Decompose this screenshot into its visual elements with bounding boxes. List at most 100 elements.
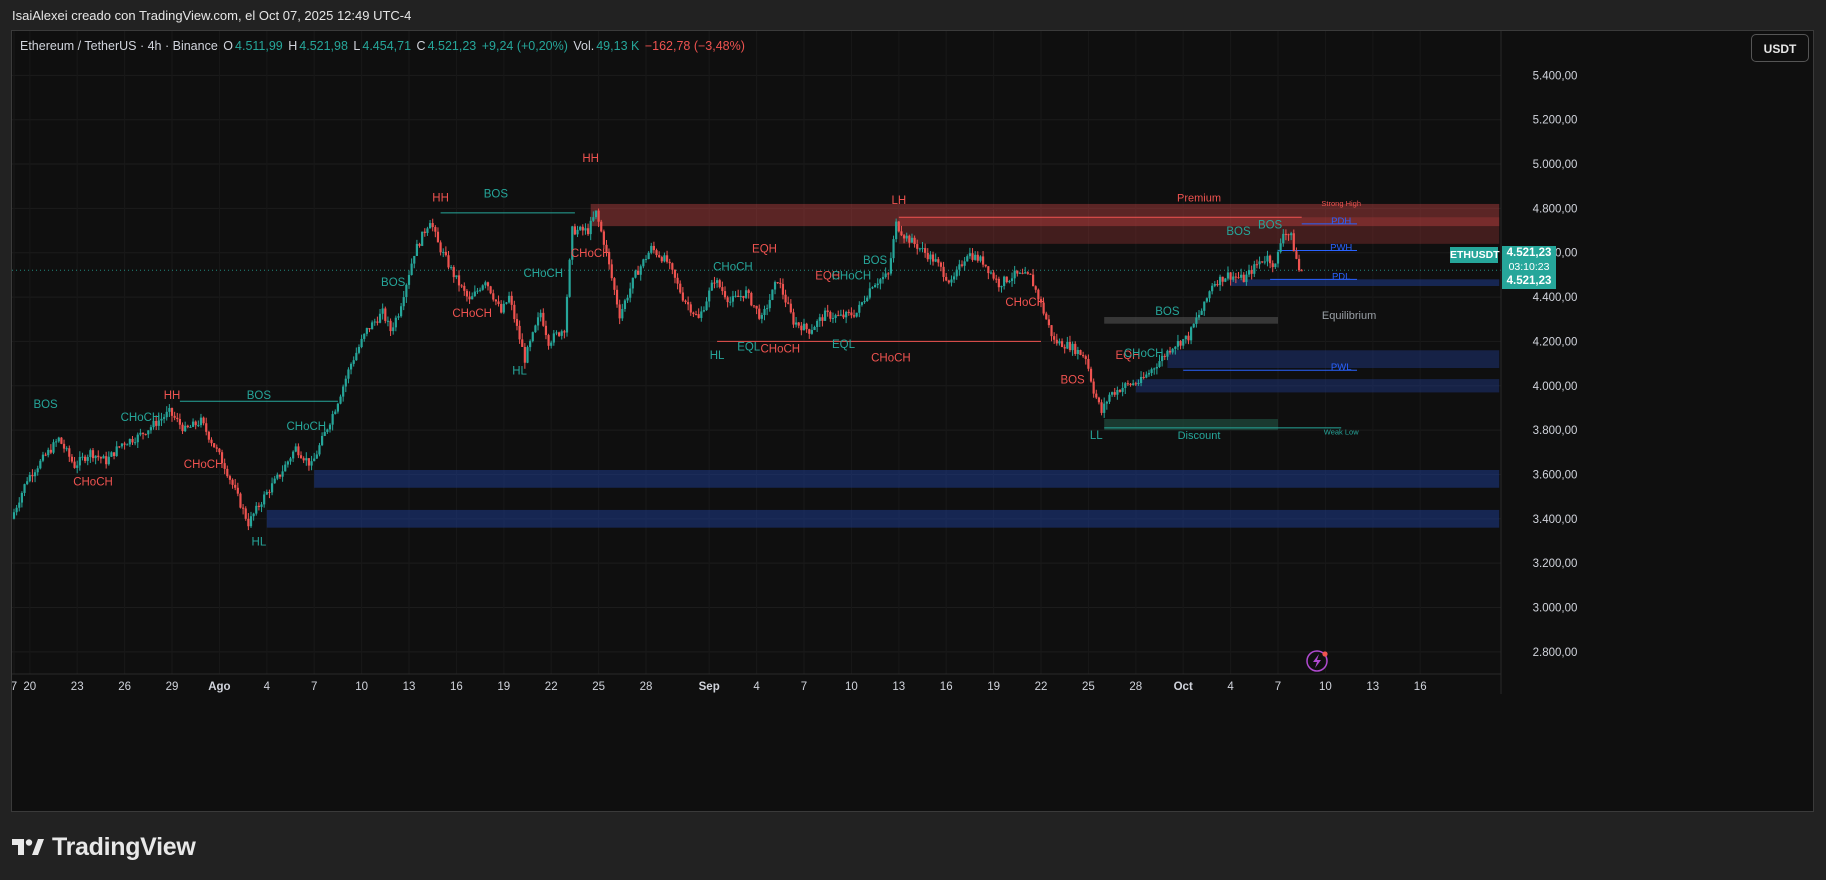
candle-body [252, 513, 255, 517]
candle-body [91, 450, 95, 459]
candle-body [652, 245, 655, 251]
candle-body [642, 259, 645, 267]
candle-body [413, 255, 416, 264]
candle-body [737, 295, 740, 297]
symbol-name[interactable]: Ethereum / TetherUS · 4h · Binance [20, 39, 218, 53]
candle-body [1234, 276, 1237, 278]
structure-label: CHoCH [1005, 297, 1045, 309]
candle-body [729, 301, 732, 303]
currency-button[interactable]: USDT [1751, 34, 1809, 62]
structure-label: CHoCH [286, 421, 326, 433]
candle-body [1137, 383, 1140, 385]
candle-body [1082, 354, 1085, 357]
candle-body [1211, 285, 1214, 292]
candle-body [1063, 347, 1066, 349]
candle-body [297, 446, 300, 456]
candle-body [384, 308, 387, 321]
candle-body [597, 210, 600, 222]
candle-body [787, 302, 790, 304]
zone-label: Weak Low [1324, 428, 1359, 437]
candle-body [141, 432, 145, 434]
candle-body [60, 437, 63, 444]
candle-body [1261, 261, 1264, 263]
structure-label: CHoCH [184, 459, 224, 471]
candle-body [105, 456, 108, 465]
candle-body [26, 481, 29, 485]
candle-body [389, 320, 392, 332]
candle-body [149, 427, 153, 431]
candle-body [286, 461, 289, 465]
y-tick-label: 5.200,00 [1533, 115, 1578, 127]
candle-body [1050, 325, 1053, 337]
candle-body [829, 312, 832, 319]
candle-body [23, 484, 26, 493]
candle-body [600, 221, 603, 232]
candle-body [394, 317, 397, 328]
candle-body [1158, 361, 1161, 367]
candle-body [776, 282, 779, 284]
candle-body [20, 492, 23, 503]
tradingview-logo-icon[interactable] [12, 837, 44, 857]
x-axis[interactable]: 7 20 23 26 29 Ago 4 7 10 13 16 19 22 25 28 Sep 4 7 10 13 16 1… [12, 673, 1501, 693]
candle-body [810, 330, 813, 334]
candle-body [618, 304, 621, 319]
candle-body [94, 455, 97, 459]
brand-name[interactable]: TradingView [52, 832, 196, 861]
y-axis[interactable]: 2.800,00 3.000,00 3.200,00 3.400,00 3.600,00… [1500, 31, 1578, 694]
candle-body [476, 290, 479, 292]
candle-body [855, 312, 858, 317]
zone-rect [314, 470, 1500, 488]
candle-body [834, 315, 837, 319]
candle-body [1171, 348, 1174, 353]
candle-body [163, 417, 166, 419]
candle-body [708, 290, 711, 302]
candle-body [110, 452, 113, 457]
high-value: 4.521,98 [299, 39, 348, 53]
candle-body [497, 301, 500, 305]
candle-body [534, 325, 537, 333]
candle-body [1232, 276, 1235, 280]
candle-body [292, 451, 295, 459]
structure-label: BOS [381, 277, 406, 289]
candle-body [270, 483, 274, 493]
candle-body [176, 417, 179, 420]
candle-body [918, 248, 921, 250]
candle-body [531, 332, 534, 342]
candle-body [1184, 335, 1187, 340]
x-tick-label: 28 [1129, 681, 1142, 693]
candle-body [1203, 301, 1206, 311]
candle-body [926, 252, 929, 260]
candle-body [897, 221, 900, 232]
candle-body [979, 256, 982, 261]
x-tick-label: 13 [892, 681, 905, 693]
x-tick-label: 4 [1227, 681, 1234, 693]
chart-panel[interactable]: BOS CHoCH CHoCH HH CHoCH BOS HL CHoCH BOS HH BOS CH… [11, 30, 1814, 812]
candle-body [621, 309, 624, 319]
candle-body [655, 250, 658, 256]
candle-body [505, 302, 508, 304]
candle-body [868, 288, 871, 298]
candle-body [1055, 339, 1058, 344]
structure-label: CHoCH [571, 248, 611, 260]
candle-body [1290, 233, 1293, 236]
candle-body [473, 291, 476, 297]
candle-body [49, 449, 52, 453]
lightning-icon[interactable] [1306, 650, 1328, 672]
candle-body [763, 308, 766, 315]
candle-body [62, 443, 66, 449]
candle-body [1126, 383, 1129, 385]
candle-body [186, 425, 189, 428]
candle-body [623, 300, 627, 310]
candle-body [989, 272, 993, 274]
candle-body [800, 325, 803, 331]
zone-rect [266, 509, 1500, 528]
x-tick-label: 7 [1275, 681, 1281, 693]
x-tick-label: 19 [987, 681, 1000, 693]
candle-body [808, 329, 811, 334]
candle-body [673, 269, 677, 278]
candle-body [1076, 350, 1079, 354]
zone-label: PDL [1332, 271, 1350, 282]
candle-body [81, 456, 84, 458]
